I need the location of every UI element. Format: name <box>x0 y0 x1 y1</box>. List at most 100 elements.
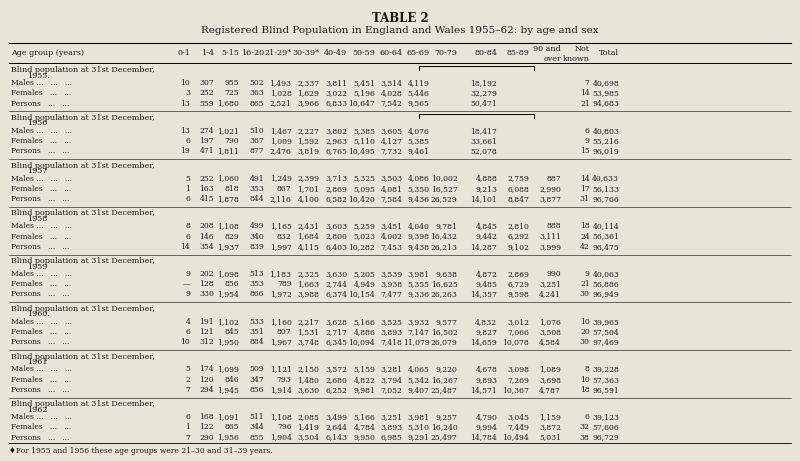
Text: 1,592: 1,592 <box>298 137 319 145</box>
Text: 1,467: 1,467 <box>270 127 291 135</box>
Text: 26,079: 26,079 <box>430 338 458 346</box>
Text: 6: 6 <box>585 413 590 421</box>
Text: 5,023: 5,023 <box>354 232 375 241</box>
Text: 9,257: 9,257 <box>435 413 458 421</box>
Text: 60-64: 60-64 <box>379 49 402 57</box>
Text: Females   ...   ...: Females ... ... <box>11 328 71 336</box>
Text: 3,872: 3,872 <box>539 423 561 431</box>
Text: 855: 855 <box>250 434 265 442</box>
Text: 70-79: 70-79 <box>434 49 458 57</box>
Text: 18: 18 <box>580 386 590 394</box>
Text: 3,988: 3,988 <box>298 290 319 298</box>
Text: 6,403: 6,403 <box>326 243 347 251</box>
Text: 2,399: 2,399 <box>298 175 319 183</box>
Text: 533: 533 <box>250 318 265 326</box>
Text: 1,102: 1,102 <box>217 318 239 326</box>
Text: 5,031: 5,031 <box>539 434 561 442</box>
Text: 10: 10 <box>580 318 590 326</box>
Text: 94,683: 94,683 <box>592 100 619 107</box>
Text: 856: 856 <box>224 280 239 288</box>
Text: 55,216: 55,216 <box>593 137 619 145</box>
Text: 559: 559 <box>200 100 214 107</box>
Text: 8: 8 <box>585 366 590 373</box>
Text: 887: 887 <box>546 175 561 183</box>
Text: 510: 510 <box>250 127 265 135</box>
Text: 1,060: 1,060 <box>217 175 239 183</box>
Text: 4,119: 4,119 <box>408 79 430 87</box>
Text: Not: Not <box>574 45 590 53</box>
Text: 9: 9 <box>186 270 190 278</box>
Text: 5,259: 5,259 <box>354 222 375 230</box>
Text: 1,028: 1,028 <box>270 89 291 97</box>
Text: 33,661: 33,661 <box>470 137 498 145</box>
Text: 39,228: 39,228 <box>592 366 619 373</box>
Text: 955: 955 <box>224 79 239 87</box>
Text: 10,647: 10,647 <box>349 100 375 107</box>
Text: 5,196: 5,196 <box>354 89 375 97</box>
Text: 174: 174 <box>200 366 214 373</box>
Text: 330: 330 <box>199 290 214 298</box>
Text: 5,446: 5,446 <box>408 89 430 97</box>
Text: 16,625: 16,625 <box>430 280 458 288</box>
Text: 3,605: 3,605 <box>380 127 402 135</box>
Text: 1: 1 <box>186 423 190 431</box>
Text: 9,893: 9,893 <box>475 376 498 384</box>
Text: 1,914: 1,914 <box>270 386 291 394</box>
Text: 24: 24 <box>580 232 590 241</box>
Text: 40,114: 40,114 <box>593 222 619 230</box>
Text: 353: 353 <box>250 185 265 193</box>
Text: 7,453: 7,453 <box>380 243 402 251</box>
Text: Blind population at 31st December,: Blind population at 31st December, <box>11 162 154 170</box>
Text: 1-4: 1-4 <box>202 49 214 57</box>
Text: 1,183: 1,183 <box>270 270 291 278</box>
Text: 13: 13 <box>181 100 190 107</box>
Text: 789: 789 <box>277 280 291 288</box>
Text: 9,827: 9,827 <box>475 328 498 336</box>
Text: 1,878: 1,878 <box>217 195 239 203</box>
Text: 1,076: 1,076 <box>539 318 561 326</box>
Text: 57,504: 57,504 <box>593 328 619 336</box>
Text: 85-89: 85-89 <box>506 49 529 57</box>
Text: 4,678: 4,678 <box>475 366 498 373</box>
Text: Males ...   ...   ...: Males ... ... ... <box>11 270 72 278</box>
Text: 4,241: 4,241 <box>539 290 561 298</box>
Text: 1,165: 1,165 <box>270 222 291 230</box>
Text: 3,508: 3,508 <box>539 328 561 336</box>
Text: 3,748: 3,748 <box>298 338 319 346</box>
Text: 97,469: 97,469 <box>593 338 619 346</box>
Text: Females   ...   ...: Females ... ... <box>11 376 71 384</box>
Text: 4,100: 4,100 <box>298 195 319 203</box>
Text: 40,698: 40,698 <box>593 79 619 87</box>
Text: 1,108: 1,108 <box>217 222 239 230</box>
Text: 7: 7 <box>585 79 590 87</box>
Text: 6,833: 6,833 <box>326 100 347 107</box>
Text: Females   ...   ...: Females ... ... <box>11 89 71 97</box>
Text: 10,420: 10,420 <box>349 195 375 203</box>
Text: 415: 415 <box>200 195 214 203</box>
Text: Blind population at 31st December,: Blind population at 31st December, <box>11 66 154 74</box>
Text: 2,116: 2,116 <box>270 195 291 203</box>
Text: 5,325: 5,325 <box>354 175 375 183</box>
Text: Persons   ...   ...: Persons ... ... <box>11 195 70 203</box>
Text: 7,052: 7,052 <box>381 386 402 394</box>
Text: Females   ...   ...: Females ... ... <box>11 137 71 145</box>
Text: 18,417: 18,417 <box>470 127 498 135</box>
Text: 6,985: 6,985 <box>381 434 402 442</box>
Text: 8,847: 8,847 <box>507 195 529 203</box>
Text: 4,065: 4,065 <box>408 366 430 373</box>
Text: 867: 867 <box>277 185 291 193</box>
Text: 6: 6 <box>186 137 190 145</box>
Text: 3,504: 3,504 <box>298 434 319 442</box>
Text: 1,972: 1,972 <box>270 290 291 298</box>
Text: 4,949: 4,949 <box>354 280 375 288</box>
Text: 14: 14 <box>580 89 590 97</box>
Text: 6,252: 6,252 <box>326 386 347 394</box>
Text: Females   ...   ...: Females ... ... <box>11 280 71 288</box>
Text: 20: 20 <box>580 328 590 336</box>
Text: 3,572: 3,572 <box>326 366 347 373</box>
Text: 9,436: 9,436 <box>407 195 430 203</box>
Text: 1,997: 1,997 <box>270 243 291 251</box>
Text: 6,088: 6,088 <box>507 185 529 193</box>
Text: 25,487: 25,487 <box>430 386 458 394</box>
Text: 1,945: 1,945 <box>217 386 239 394</box>
